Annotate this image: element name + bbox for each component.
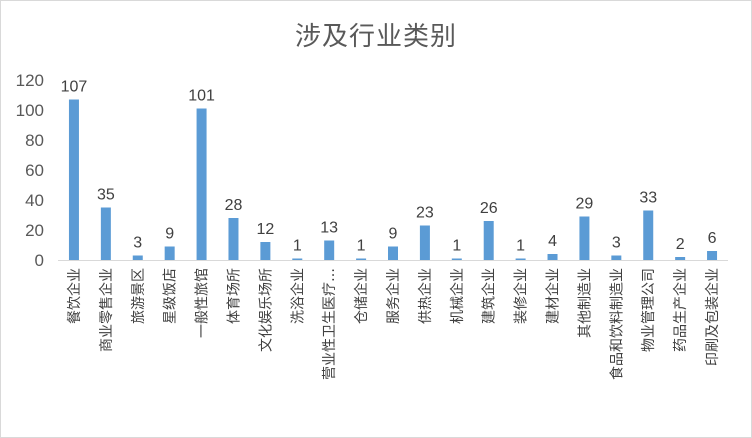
bar [643,210,654,260]
bar [451,258,462,260]
y-tick-label: 100 [16,101,44,120]
x-tick-label: 食品和饮料制造业 [608,268,625,380]
x-tick-label: 印刷及包装企业 [704,268,721,366]
y-tick-label: 120 [16,71,44,90]
bar [260,242,271,260]
bar [196,108,207,260]
data-label: 3 [133,235,142,252]
data-label: 9 [389,226,398,243]
x-tick-label: 体育场所 [226,268,242,324]
bar [611,255,622,260]
data-label: 1 [357,238,366,255]
bar [68,99,79,260]
data-label: 23 [416,205,434,222]
data-label: 13 [320,220,338,237]
bar [579,216,590,260]
x-tick-label: 一般性旅馆 [195,268,211,338]
data-label: 26 [480,200,498,217]
bar [292,258,303,260]
x-tick-label: 装修企业 [513,268,530,324]
y-tick-label: 80 [25,131,44,150]
y-tick-label: 20 [25,221,44,240]
bar [515,258,526,260]
x-tick-label: 其他制造业 [577,268,593,338]
bar [132,255,143,260]
bar [419,225,430,260]
bar [164,246,175,260]
data-label: 4 [548,233,557,250]
x-tick-label: 供热企业 [417,268,434,324]
data-label: 107 [61,79,88,96]
data-label: 101 [188,88,215,105]
x-tick-label: 餐饮企业 [66,268,83,324]
x-tick-label: 仓储企业 [353,268,370,324]
chart-title: 涉及行业类别 [294,22,457,52]
y-axis-ticks: 0 20 40 60 80 100 120 [16,71,44,270]
data-label: 12 [256,221,274,238]
y-tick-label: 40 [25,191,44,210]
data-label: 28 [225,197,243,214]
data-label: 1 [516,238,525,255]
bar [388,246,398,260]
data-label: 9 [165,226,174,243]
data-label: 3 [612,235,621,252]
x-tick-label: 商业零售企业 [98,268,115,352]
data-label: 33 [639,190,657,207]
y-tick-label: 60 [25,161,44,180]
data-label: 2 [676,236,685,253]
data-label: 1 [452,238,461,255]
bar [356,258,367,260]
x-tick-label: 洗浴企业 [289,268,306,324]
x-tick-label: 文化娱乐场所 [258,268,274,352]
data-label: 1 [293,238,302,255]
x-tick-label: 机械企业 [449,268,466,324]
bar [483,221,494,260]
data-label: 29 [576,196,594,213]
data-label: 35 [97,187,115,204]
y-tick-label: 0 [35,251,44,270]
x-tick-label: 服务企业 [385,268,402,324]
x-tick-label: 建筑企业 [481,268,498,324]
bar [707,251,718,260]
x-tick-label: 物业管理公司 [641,268,657,352]
x-tick-label: 建材企业 [545,268,562,324]
x-tick-label: 旅游景区 [131,268,147,324]
x-tick-label: 营业性卫生医疗… [322,268,338,380]
bar [675,257,686,260]
bar [228,218,239,260]
bar [324,240,335,260]
x-tick-label: 星级饭店 [163,268,179,324]
bar [100,207,111,260]
x-tick-label: 药品生产企业 [672,268,689,352]
x-axis-labels: 餐饮企业 商业零售企业 旅游景区 星级饭店 一般性旅馆 体育场所 文化娱乐场所 洗浴企业 营业性… [66,268,721,380]
bars [68,99,718,260]
bar [547,254,558,260]
data-label: 6 [708,230,717,247]
